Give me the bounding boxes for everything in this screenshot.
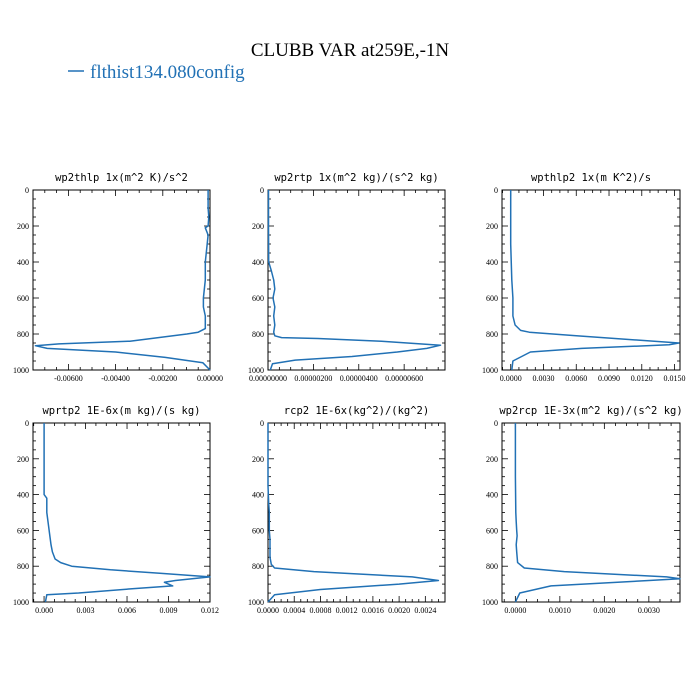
y-tick-label: 400 bbox=[17, 491, 29, 500]
x-tick-label: 0.0030 bbox=[532, 374, 554, 383]
y-tick-label: 800 bbox=[17, 562, 29, 571]
x-tick-label: 0.0030 bbox=[638, 606, 660, 615]
x-tick-label: 0.0020 bbox=[388, 606, 410, 615]
x-tick-label: 0.012 bbox=[201, 606, 219, 615]
y-tick-label: 600 bbox=[486, 294, 498, 303]
y-tick-label: 200 bbox=[252, 455, 264, 464]
x-tick-label: 0.0004 bbox=[283, 606, 305, 615]
x-tick-label: -0.00600 bbox=[54, 374, 83, 383]
x-tick-label: 0.000 bbox=[35, 606, 53, 615]
plot-frame bbox=[32, 189, 211, 371]
panel-title: rcp2 1E-6x(kg^2)/(kg^2) bbox=[284, 405, 429, 417]
y-tick-label: 800 bbox=[486, 330, 498, 339]
x-tick-label: 0.0060 bbox=[565, 374, 587, 383]
series-line bbox=[34, 190, 211, 371]
figure-title: CLUBB VAR at259E,-1N bbox=[251, 40, 450, 61]
legend-label: flthist134.080config bbox=[90, 62, 245, 83]
panel-title: wp2rcp 1E-3x(m^2 kg)/(s^2 kg) bbox=[499, 405, 682, 417]
x-tick-label: 0.0020 bbox=[593, 606, 615, 615]
y-tick-label: 400 bbox=[252, 491, 264, 500]
y-tick-label: 400 bbox=[486, 258, 498, 267]
y-tick-label: 200 bbox=[486, 222, 498, 231]
x-tick-label: 0.0090 bbox=[598, 374, 620, 383]
series-line bbox=[43, 423, 211, 603]
x-tick-label: 0.0000 bbox=[257, 606, 279, 615]
y-tick-label: 800 bbox=[252, 330, 264, 339]
y-tick-label: 200 bbox=[252, 222, 264, 231]
y-tick-label: 1000 bbox=[248, 598, 264, 607]
x-tick-label: 0.0120 bbox=[631, 374, 653, 383]
x-tick-label: 0.0008 bbox=[309, 606, 331, 615]
series-line bbox=[267, 423, 440, 603]
x-tick-label: -0.00400 bbox=[101, 374, 130, 383]
x-tick-label: 0.0016 bbox=[362, 606, 384, 615]
panel-title: wprtp2 1E-6x(m kg)/(s kg) bbox=[42, 405, 200, 417]
x-tick-label: 0.00000000 bbox=[249, 374, 287, 383]
y-tick-label: 0 bbox=[25, 186, 29, 195]
y-tick-label: 0 bbox=[260, 186, 264, 195]
y-tick-label: 200 bbox=[486, 455, 498, 464]
y-tick-label: 600 bbox=[486, 526, 498, 535]
y-tick-label: 400 bbox=[17, 258, 29, 267]
x-tick-label: 0.0024 bbox=[414, 606, 436, 615]
series-line bbox=[267, 190, 442, 371]
panel-6: wp2rcp 1E-3x(m^2 kg)/(s^2 kg)0 200 400 600 8… bbox=[482, 405, 683, 615]
y-tick-label: 600 bbox=[17, 294, 29, 303]
x-tick-label: 0.0150 bbox=[664, 374, 686, 383]
y-tick-label: 400 bbox=[486, 491, 498, 500]
y-tick-label: 0 bbox=[494, 186, 498, 195]
panel-3: wpthlp2 1x(m K^2)/s020040060080010000.00… bbox=[482, 172, 686, 383]
x-tick-label: 0.0000 bbox=[504, 606, 526, 615]
y-tick-label: 1000 bbox=[13, 366, 29, 375]
x-tick-label: 0.00000400 bbox=[340, 374, 378, 383]
y-tick-label: 1000 bbox=[482, 598, 498, 607]
x-tick-label: 0.0000 bbox=[500, 374, 522, 383]
y-tick-label: 600 bbox=[17, 526, 29, 535]
panel-2: wp2rtp 1x(m^2 kg)/(s^2 kg) 0 200 400 600 800 1… bbox=[248, 172, 446, 383]
plot-frame bbox=[501, 189, 681, 371]
y-tick-label: 1000 bbox=[13, 598, 29, 607]
y-tick-label: 800 bbox=[486, 562, 498, 571]
x-tick-label: 0.006 bbox=[118, 606, 136, 615]
x-tick-label: 0.0012 bbox=[336, 606, 358, 615]
series-line bbox=[509, 190, 680, 371]
x-tick-label: 0.0010 bbox=[549, 606, 571, 615]
y-tick-label: 200 bbox=[17, 222, 29, 231]
x-tick-label: 0.00000600 bbox=[385, 374, 423, 383]
y-tick-label: 600 bbox=[252, 294, 264, 303]
y-tick-label: 1000 bbox=[482, 366, 498, 375]
panels: wp2thlp 1x(m^2 K)/s^2 0 200 400 600 800 1000 -0… bbox=[13, 172, 686, 615]
panel-title: wp2rtp 1x(m^2 kg)/(s^2 kg) bbox=[274, 172, 438, 184]
plot-frame bbox=[501, 422, 681, 603]
series-line bbox=[514, 423, 681, 603]
y-tick-label: 0 bbox=[260, 419, 264, 428]
y-tick-label: 800 bbox=[17, 330, 29, 339]
panel-4: wprtp2 1E-6x(m kg)/(s kg) 0 200 400 600 800 10… bbox=[13, 405, 219, 615]
x-tick-label: -0.00200 bbox=[148, 374, 177, 383]
y-tick-label: 200 bbox=[17, 455, 29, 464]
x-tick-label: 0.00000200 bbox=[294, 374, 332, 383]
panel-5: rcp2 1E-6x(kg^2)/(kg^2) 0 200 400 600 800 1000… bbox=[248, 405, 446, 615]
y-tick-label: 800 bbox=[252, 562, 264, 571]
x-tick-label: 0.009 bbox=[160, 606, 178, 615]
y-tick-label: 400 bbox=[252, 258, 264, 267]
y-tick-label: 1000 bbox=[248, 366, 264, 375]
panel-title: wpthlp2 1x(m K^2)/s bbox=[531, 172, 651, 184]
y-tick-label: 0 bbox=[25, 419, 29, 428]
plot-frame bbox=[267, 422, 446, 603]
panel-title: wp2thlp 1x(m^2 K)/s^2 bbox=[55, 172, 188, 184]
x-tick-label: 0.003 bbox=[77, 606, 95, 615]
y-tick-label: 600 bbox=[252, 526, 264, 535]
x-tick-label: 0.00000 bbox=[197, 374, 223, 383]
panel-1: wp2thlp 1x(m^2 K)/s^2 0 200 400 600 800 1000 -0… bbox=[13, 172, 223, 383]
y-tick-label: 0 bbox=[494, 419, 498, 428]
